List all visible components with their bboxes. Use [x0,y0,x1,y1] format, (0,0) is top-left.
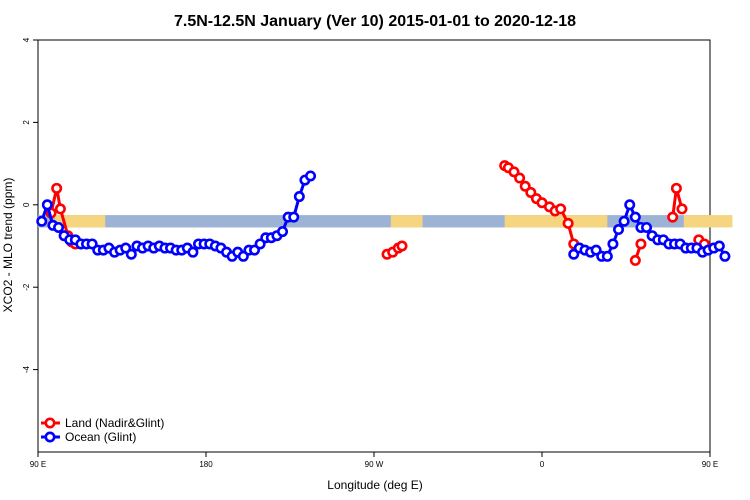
x-tick-label-3: 0 [540,460,545,469]
series-1-point-0-1 [41,199,53,211]
series-0-point-3-0 [629,254,641,266]
series-1-point-0-43 [277,226,289,238]
y-axis-title: XCO2 - MLO trend (ppm) [1,178,15,313]
series-0-point-4-2 [676,203,688,215]
legend: Land (Nadir&Glint) Ocean (Glint) [41,416,164,444]
series-1-point-0-16 [125,248,137,260]
series-0-point-0-1 [51,182,63,194]
y-tick-label-2: 0 [22,202,31,207]
series-1-point-1-11 [629,211,641,223]
series-1 [36,170,731,262]
series-1-point-1-9 [618,215,630,227]
surface-band [38,215,733,228]
series-1-point-1-10 [624,199,636,211]
land-band-1 [390,215,423,228]
y-tick-label-1: 2 [22,120,31,125]
series-1-point-1-6 [601,250,613,262]
ocean-band [38,215,710,228]
series-1-point-0-3 [53,221,65,233]
series-0-point-3-1 [635,238,647,250]
series-0-point-4-0 [667,211,679,223]
series-1-point-0-48 [305,170,317,182]
x-axis-title: Longitude (deg E) [327,478,422,492]
series-0-point-2-10 [555,203,567,215]
series-1-point-1-26 [713,240,725,252]
legend-label-land: Land (Nadir&Glint) [65,416,164,430]
y-tick-label-4: -4 [22,365,31,373]
x-tick-label-0: 90 E [30,460,46,469]
series-0-point-4-1 [670,182,682,194]
x-tick-label-2: 90 W [365,460,384,469]
series-1-point-1-8 [613,224,625,236]
series-0-point-2-3 [514,172,526,184]
series-1-point-1-27 [719,250,731,262]
land-band-0 [54,215,106,228]
chart-title: 7.5N-12.5N January (Ver 10) 2015-01-01 t… [174,13,576,30]
series-0-point-1-3 [396,240,408,252]
series-1-point-0-0 [36,215,48,227]
land-band-2 [504,215,608,228]
series-1-point-0-46 [293,191,305,203]
y-tick-label-0: 4 [22,37,31,42]
y-tick-label-3: -2 [22,283,31,291]
series-1-point-0-45 [288,211,300,223]
series-1-point-1-7 [607,238,619,250]
series-layer [36,160,731,266]
x-tick-label-4: 90 E [702,460,718,469]
series-0-point-2-11 [562,217,574,229]
legend-marker-land [44,417,56,429]
x-axis: 90 E 180 90 W 0 90 E [30,452,718,469]
y-axis: 4 2 0 -2 -4 [22,37,38,373]
legend-label-ocean: Ocean (Glint) [65,430,136,444]
land-band-3 [683,215,733,228]
x-tick-label-1: 180 [199,460,213,469]
legend-marker-ocean [44,431,56,443]
series-1-point-0-27 [187,246,199,258]
series-1-point-1-13 [641,221,653,233]
series-0-point-0-2 [54,203,66,215]
